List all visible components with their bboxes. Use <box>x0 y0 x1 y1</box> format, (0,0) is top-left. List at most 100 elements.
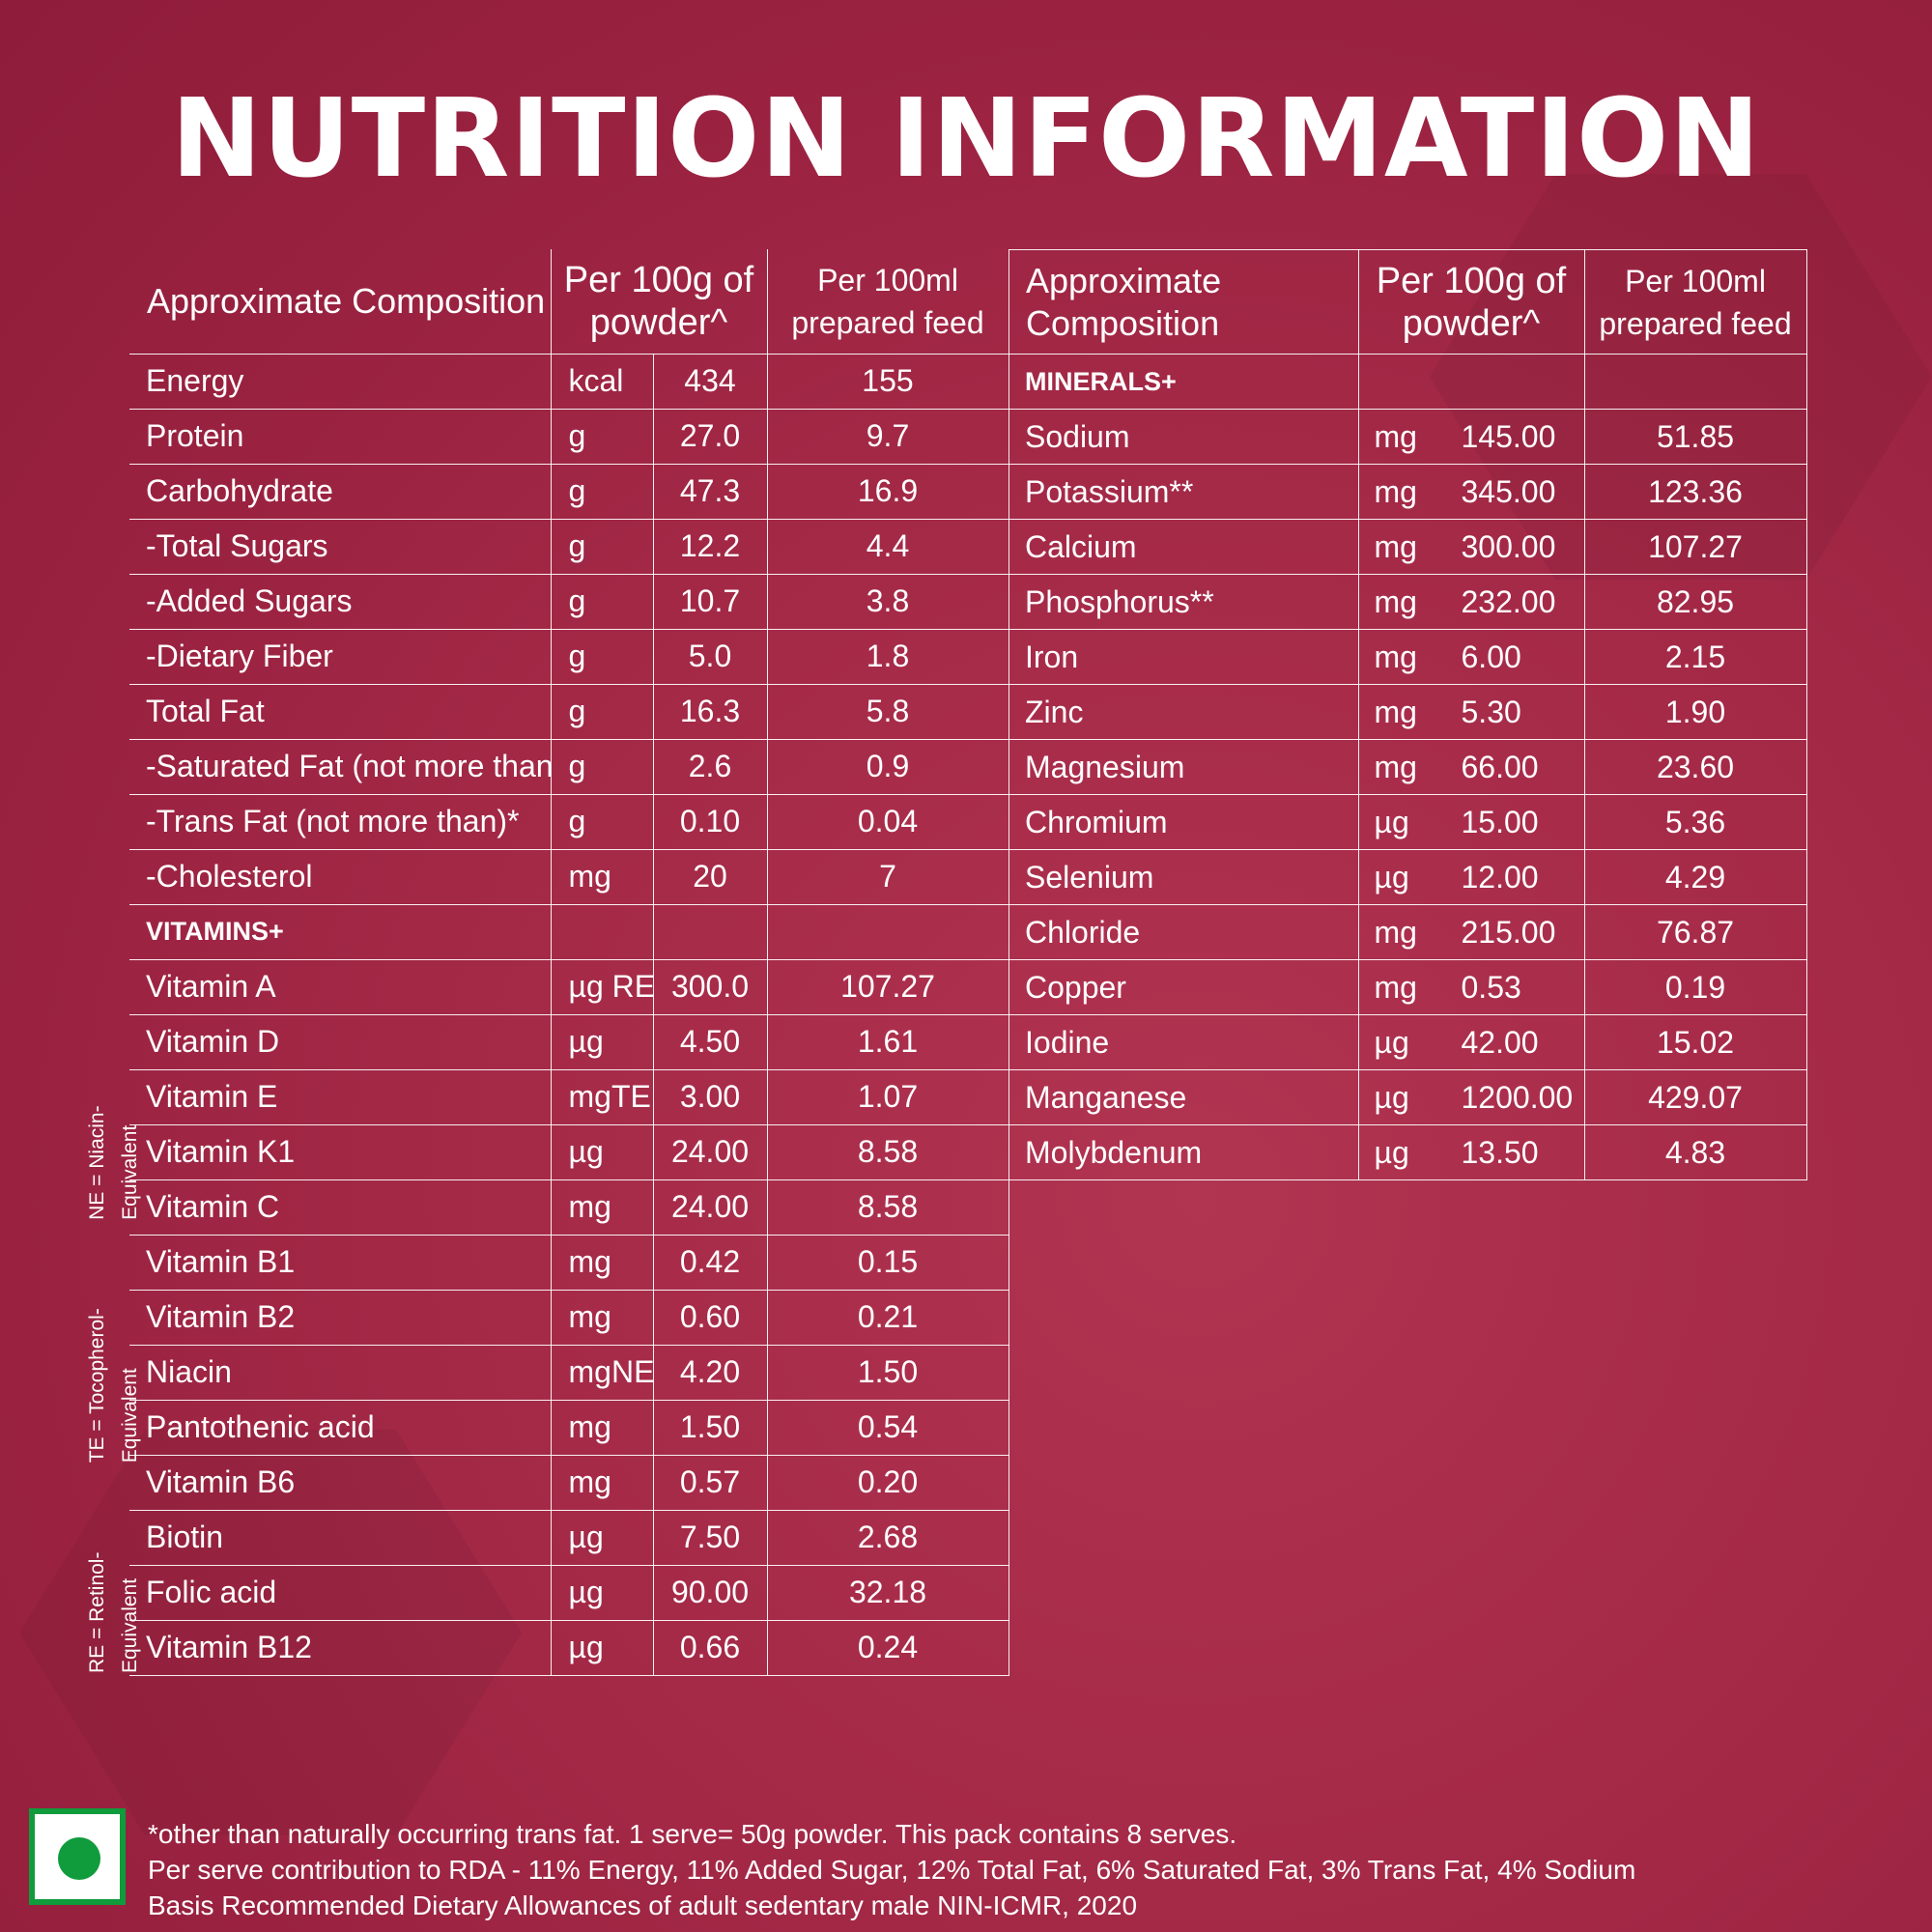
header-composition: Approximate Composition <box>129 249 552 355</box>
nutrient-name: Niacin <box>129 1344 552 1401</box>
per-100ml-value: 0.9 <box>766 738 1009 795</box>
nutrient-name: Carbohydrate <box>129 463 552 520</box>
per-100g-value: 5.30 <box>1461 694 1521 729</box>
nutrient-unit: µg <box>1374 804 1409 839</box>
nutrient-unit: mg <box>550 1179 654 1236</box>
side-note-te: TE = Tocopherol-Equivalent <box>86 1308 141 1463</box>
per-100ml-value: 2.15 <box>1583 629 1807 685</box>
per-100g-value: 345.00 <box>1461 473 1556 509</box>
nutrient-unit: mg <box>1374 749 1417 784</box>
nutrient-unit: mg <box>1374 914 1417 950</box>
table-row: Sodium mg 145.00 51.85 <box>1009 409 1807 465</box>
header-per-100ml: Per 100ml prepared feed <box>1583 249 1807 355</box>
per-100ml-value: 7 <box>766 848 1009 905</box>
per-100g-value: 4.50 <box>652 1013 768 1070</box>
nutrient-unit: mg <box>550 1289 654 1346</box>
per-100ml-value: 3.8 <box>766 573 1009 630</box>
per-100ml-value: 429.07 <box>1583 1069 1807 1125</box>
per-100g-value: 0.66 <box>652 1619 768 1676</box>
nutrient-name: Sodium <box>1009 409 1359 465</box>
per-100ml-value: 32.18 <box>766 1564 1009 1621</box>
nutrient-unit: g <box>550 628 654 685</box>
per-100ml-value: 1.90 <box>1583 684 1807 740</box>
table-row: MINERALS+ <box>1009 354 1807 410</box>
nutrient-unit: µg <box>550 1123 654 1180</box>
nutrient-unit: mg <box>1374 969 1417 1005</box>
nutrient-name: Magnesium <box>1009 739 1359 795</box>
nutrient-name: Vitamin D <box>129 1013 552 1070</box>
per-100ml-value: 4.83 <box>1583 1124 1807 1180</box>
nutrient-unit: g <box>550 683 654 740</box>
per-100g-value: 0.57 <box>652 1454 768 1511</box>
per-100g-cell: µg 12.00 <box>1357 849 1585 905</box>
nutrient-unit: mg <box>1374 639 1417 674</box>
veg-mark-icon <box>29 1808 126 1905</box>
table-row: Copper mg 0.53 0.19 <box>1009 959 1807 1015</box>
per-100g-value: 0.10 <box>652 793 768 850</box>
per-100ml-value: 0.20 <box>766 1454 1009 1511</box>
side-note-ne: NE = Niacin-Equivalent <box>86 1105 141 1220</box>
nutrient-unit: mg <box>1374 583 1417 619</box>
nutrient-name: Copper <box>1009 959 1359 1015</box>
left-nutrition-table: Approximate Composition Per 100g of powd… <box>129 249 1009 1676</box>
per-100g-cell: µg 15.00 <box>1357 794 1585 850</box>
nutrient-unit: mg <box>1374 473 1417 509</box>
nutrient-name: Vitamin K1 <box>129 1123 552 1180</box>
per-100g-value: 300.0 <box>652 958 768 1015</box>
nutrient-name: -Added Sugars <box>129 573 552 630</box>
nutrient-name: Vitamin A <box>129 958 552 1015</box>
per-100g-value: 12.00 <box>1461 859 1539 895</box>
nutrient-name: Manganese <box>1009 1069 1359 1125</box>
per-100g-value: 66.00 <box>1461 749 1539 784</box>
per-100ml-value: 4.4 <box>766 518 1009 575</box>
table-row: Niacin mgNE 4.20 1.50 <box>129 1344 1009 1401</box>
nutrient-name: Chloride <box>1009 904 1359 960</box>
per-100g-value: 0.42 <box>652 1234 768 1291</box>
per-100ml-value: 0.04 <box>766 793 1009 850</box>
nutrient-unit: mg <box>1374 418 1417 454</box>
table-row: Molybdenum µg 13.50 4.83 <box>1009 1124 1807 1180</box>
nutrient-unit: µg <box>1374 1024 1409 1060</box>
per-100g-value: 42.00 <box>1461 1024 1539 1060</box>
table-row: Potassium** mg 345.00 123.36 <box>1009 464 1807 520</box>
nutrient-unit: g <box>550 408 654 465</box>
per-100g-value: 3.00 <box>652 1068 768 1125</box>
per-100ml-value <box>766 903 1009 960</box>
nutrient-unit: mgTE <box>550 1068 654 1125</box>
table-row: Selenium µg 12.00 4.29 <box>1009 849 1807 905</box>
side-note-re: RE = Retinol-Equivalent <box>86 1551 141 1673</box>
table-row: -Total Sugars g 12.2 4.4 <box>129 518 1009 575</box>
header-per-100g: Per 100g of powder^ <box>550 249 768 355</box>
veg-dot <box>58 1837 100 1880</box>
nutrient-unit: g <box>550 573 654 630</box>
nutrient-name: Vitamin B1 <box>129 1234 552 1291</box>
per-100ml-value: 15.02 <box>1583 1014 1807 1070</box>
footnote-line: Per serve contribution to RDA - 11% Ener… <box>148 1855 1636 1885</box>
nutrient-name: Selenium <box>1009 849 1359 905</box>
nutrient-unit: µg <box>550 1619 654 1676</box>
nutrient-unit: mg <box>1374 528 1417 564</box>
footnote-line: *other than naturally occurring trans fa… <box>148 1819 1237 1849</box>
table-row: -Added Sugars g 10.7 3.8 <box>129 573 1009 630</box>
footnote-line: Basis Recommended Dietary Allowances of … <box>148 1890 1138 1920</box>
table-row: -Cholesterol mg 20 7 <box>129 848 1009 905</box>
table-header-row: Approximate Composition Per 100g of powd… <box>1009 249 1807 355</box>
nutrient-name: Biotin <box>129 1509 552 1566</box>
table-row: -Trans Fat (not more than)* g 0.10 0.04 <box>129 793 1009 850</box>
header-composition: Approximate Composition <box>1009 249 1359 355</box>
nutrient-unit: µg <box>550 1509 654 1566</box>
per-100g-value: 1200.00 <box>1461 1079 1574 1115</box>
per-100g-value: 20 <box>652 848 768 905</box>
per-100ml-value: 76.87 <box>1583 904 1807 960</box>
per-100g-cell: mg 6.00 <box>1357 629 1585 685</box>
nutrient-name: Zinc <box>1009 684 1359 740</box>
nutrient-unit: mg <box>550 1234 654 1291</box>
right-nutrition-table: Approximate Composition Per 100g of powd… <box>1009 249 1807 1180</box>
per-100g-value: 2.6 <box>652 738 768 795</box>
table-row: Vitamin B6 mg 0.57 0.20 <box>129 1454 1009 1511</box>
nutrient-name: -Total Sugars <box>129 518 552 575</box>
per-100g-cell: µg 42.00 <box>1357 1014 1585 1070</box>
per-100ml-value: 4.29 <box>1583 849 1807 905</box>
per-100g-value: 24.00 <box>652 1179 768 1236</box>
